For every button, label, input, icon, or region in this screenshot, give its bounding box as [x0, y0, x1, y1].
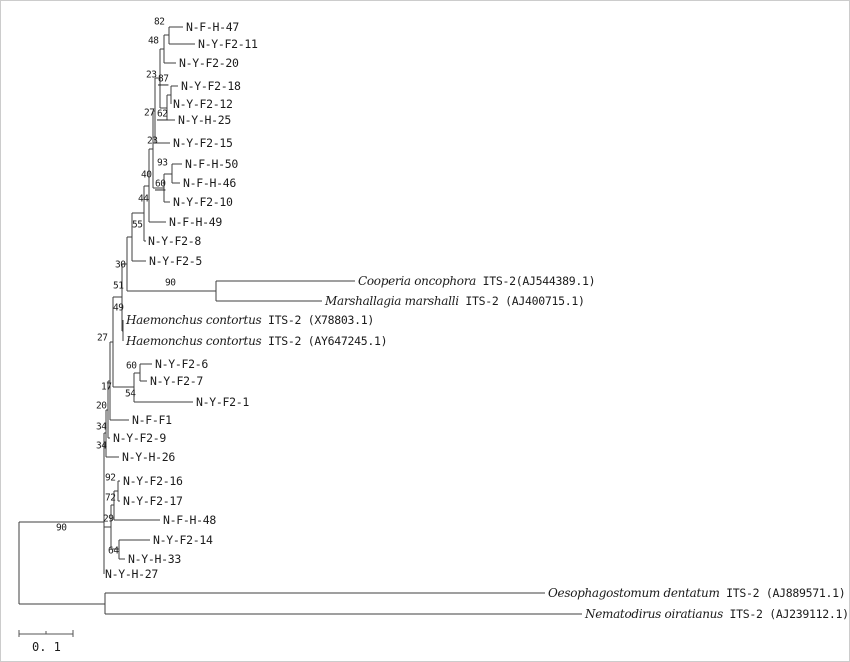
bootstrap-value: 34	[96, 422, 107, 433]
taxon-label: N-Y-H-25	[178, 113, 231, 127]
bootstrap-value: 55	[132, 220, 142, 231]
taxon-label: N-F-H-49	[169, 215, 222, 229]
taxon-label: N-Y-F2-17	[123, 494, 183, 508]
taxon-label: N-Y-F2-15	[173, 136, 233, 150]
taxon-label: N-F-H-46	[183, 176, 236, 190]
taxon-label: N-F-H-47	[186, 20, 239, 34]
taxon-label: N-Y-F2-8	[148, 234, 201, 248]
taxon-label: N-Y-H-33	[128, 552, 181, 566]
bootstrap-value: 60	[155, 179, 166, 190]
bootstrap-value: 90	[165, 278, 176, 289]
bootstrap-value: 92	[105, 473, 115, 484]
taxon-label: N-Y-F2-11	[198, 37, 258, 51]
taxon-label: N-Y-F2-12	[173, 97, 233, 111]
taxon-label: Cooperia oncophora ITS-2(AJ544389.1)	[358, 274, 595, 288]
bootstrap-value: 60	[126, 361, 137, 372]
bootstrap-value: 54	[125, 389, 136, 400]
taxon-label: N-Y-F2-10	[173, 195, 233, 209]
taxon-label: Oesophagostomum dentatum ITS-2 (AJ889571…	[548, 586, 845, 600]
taxon-label: N-Y-H-27	[105, 567, 158, 581]
bootstrap-value: 72	[105, 493, 115, 504]
bootstrap-value: 87	[158, 74, 168, 85]
bootstrap-value: 29	[103, 514, 114, 525]
bootstrap-value: 44	[138, 194, 149, 205]
bootstrap-value: 30	[115, 260, 126, 271]
bootstrap-value: 40	[141, 170, 152, 181]
bootstrap-value: 34	[96, 441, 107, 452]
taxon-label: N-Y-F2-16	[123, 474, 183, 488]
bootstrap-value: 23	[147, 136, 157, 147]
bootstrap-value: 64	[108, 546, 119, 557]
bootstrap-value: 23	[146, 70, 156, 81]
taxon-label: Haemonchus contortus ITS-2 (AY647245.1)	[125, 334, 387, 348]
taxon-label: N-Y-F2-14	[153, 533, 213, 547]
taxon-label: N-Y-F2-20	[179, 56, 239, 70]
bootstrap-value: 62	[157, 109, 167, 120]
bootstrap-value: 82	[154, 17, 164, 28]
taxon-label: N-Y-F2-9	[113, 431, 166, 445]
taxon-label: N-F-H-50	[185, 157, 238, 171]
bootstrap-value: 51	[113, 281, 124, 292]
taxon-label: N-F-H-48	[163, 513, 216, 527]
taxon-label: N-Y-F2-5	[149, 254, 202, 268]
taxon-label: Nematodirus oiratianus ITS-2 (AJ239112.1…	[584, 607, 849, 621]
bootstrap-value: 93	[157, 158, 167, 169]
taxon-label: N-F-F1	[132, 413, 172, 427]
taxon-label: N-Y-F2-18	[181, 79, 241, 93]
taxon-label: N-Y-F2-7	[150, 374, 203, 388]
bootstrap-value: 48	[148, 36, 159, 47]
bootstrap-value: 90	[56, 523, 67, 534]
bootstrap-value: 17	[101, 382, 111, 393]
scale-bar-label: 0. 1	[32, 640, 61, 654]
taxon-label: Marshallagia marshalli ITS-2 (AJ400715.1…	[324, 294, 585, 308]
taxon-label: N-Y-F2-6	[155, 357, 208, 371]
taxon-label: N-Y-F2-1	[196, 395, 249, 409]
bootstrap-value: 27	[97, 333, 107, 344]
taxon-label: N-Y-H-26	[122, 450, 175, 464]
bootstrap-value: 27	[144, 108, 154, 119]
bootstrap-value: 20	[96, 401, 107, 412]
bootstrap-value: 49	[113, 303, 124, 314]
taxon-label: Haemonchus contortus ITS-2 (X78803.1)	[125, 313, 374, 327]
